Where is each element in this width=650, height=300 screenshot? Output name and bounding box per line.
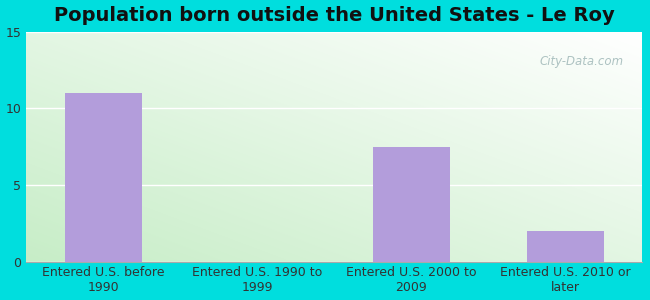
Bar — [65, 93, 142, 262]
Bar — [526, 231, 604, 262]
Text: City-Data.com: City-Data.com — [540, 55, 623, 68]
Title: Population born outside the United States - Le Roy: Population born outside the United State… — [54, 6, 614, 25]
Bar — [372, 147, 450, 262]
